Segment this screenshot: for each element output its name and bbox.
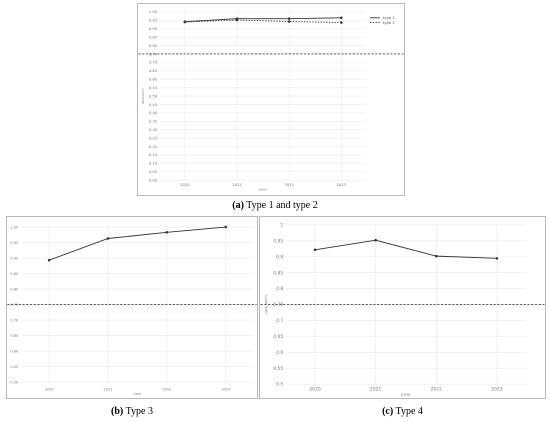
chart-panel-type-4: 0.5 0.55 0.6 0.65 0.7 0.75 0.8 0.85 0.9 0.95 1 2020…: [259, 216, 546, 399]
data-point: [183, 20, 187, 24]
y-tick-label: 1: [280, 223, 283, 229]
y-tick-label: 0.95: [149, 19, 158, 23]
y-tick-label: 0.30: [149, 128, 158, 132]
data-point: [106, 237, 110, 240]
caption-b-letter: (b): [111, 406, 124, 417]
caption-c-letter: (c): [382, 406, 394, 417]
x-tick-label: 2020: [45, 388, 55, 392]
data-point: [224, 225, 228, 229]
y-tick-label: 0.55: [10, 365, 18, 369]
y-tick-label: 0.7: [276, 318, 283, 324]
y-tick-label: 0.55: [149, 86, 158, 90]
x-tick-label: 2021: [103, 388, 112, 392]
caption-c-text: Type 4: [395, 406, 423, 417]
x-tick-label: 2023: [337, 183, 347, 187]
legend-label: type 1: [383, 16, 396, 20]
y-tick-label: 0.85: [149, 35, 158, 39]
y-tick-label: 0.80: [149, 44, 158, 48]
y-tick-label: 0.25: [149, 136, 158, 140]
data-point: [434, 254, 438, 258]
chart-panel-type-1-2: 0.00 0.05 0.10 0.15 0.20 0.25 0.30 0.35 0.40 0.45…: [137, 3, 405, 196]
y-tick-label: 0.50: [149, 94, 158, 98]
y-tick-label: 0.90: [149, 27, 158, 31]
y-tick-label: 1.00: [10, 225, 19, 229]
y-tick-label: 0.60: [10, 349, 19, 353]
series-line: [48, 226, 226, 261]
data-point: [287, 17, 291, 20]
y-tick-label: 0.10: [149, 162, 158, 166]
y-tick-label: 0.90: [10, 256, 19, 260]
caption-a-text: Type 1 and type 2: [246, 200, 318, 211]
data-point: [340, 16, 343, 20]
caption-a-letter: (a): [232, 200, 244, 211]
y-tick-label: 0.45: [149, 103, 158, 107]
y-tick-label: 0.70: [149, 61, 158, 65]
y-tick-label: 0.5: [276, 382, 283, 388]
y-tick-label: 0.85: [273, 270, 283, 276]
caption-c: (c) Type 4: [259, 406, 546, 417]
x-tick-label: 2020: [309, 387, 321, 393]
data-point: [313, 248, 317, 252]
caption-b: (b) Type 3: [6, 406, 258, 417]
y-tick-label: 0.75: [273, 302, 283, 308]
y-tick-label: 0.65: [149, 69, 158, 73]
data-point: [235, 18, 239, 22]
y-tick-label: 0.95: [273, 238, 283, 244]
y-tick-label: 0.05: [149, 170, 158, 174]
caption-a: (a) Type 1 and type 2: [0, 200, 550, 211]
x-tick-label: 2021: [370, 387, 382, 393]
chart-panel-type-3: 0.50 0.55 0.60 0.65 0.70 0.75 0.80 0.85 0.90 0.95…: [6, 216, 258, 399]
chart-type-3: 0.50 0.55 0.60 0.65 0.70 0.75 0.80 0.85 0.90 0.95…: [7, 223, 257, 396]
y-tick-label: 0.6: [276, 350, 283, 356]
series-line: [184, 19, 342, 23]
x-tick-label: 2023: [491, 387, 503, 393]
legend-label: type 2: [383, 21, 396, 25]
data-point: [287, 20, 291, 23]
x-tick-label: 2022: [162, 388, 171, 392]
y-tick-label: 0.60: [149, 78, 158, 82]
y-tick-label: 0.95: [10, 241, 18, 245]
y-tick-label: 0.8: [276, 286, 283, 292]
y-tick-label: 0.75: [149, 52, 158, 56]
chart-type-4: 0.5 0.55 0.6 0.65 0.7 0.75 0.8 0.85 0.9 0.95 1 2020…: [260, 223, 545, 398]
x-tick-label: 2022: [431, 387, 443, 393]
y-tick-label: 0.15: [149, 153, 158, 157]
x-tick-label: 2021: [232, 183, 242, 187]
y-tick-label: 0.50: [10, 380, 19, 384]
data-point: [47, 258, 51, 262]
x-tick-label: 2022: [284, 183, 294, 187]
y-tick-label: 0.00: [149, 178, 158, 182]
y-tick-label: 0.20: [149, 145, 158, 149]
x-axis-label: year: [401, 392, 411, 398]
series-line: [184, 17, 342, 23]
caption-b-text: Type 3: [125, 406, 153, 417]
y-tick-label: 0.55: [273, 366, 283, 372]
y-tick-label: 1.00: [149, 10, 158, 14]
data-point: [165, 231, 169, 234]
chart-type-1-2: 0.00 0.05 0.10 0.15 0.20 0.25 0.30 0.35 0.40 0.45…: [138, 10, 404, 192]
x-axis-label: year: [133, 392, 141, 396]
data-point: [374, 238, 377, 242]
y-axis-label: SIMILARITY: [141, 88, 145, 105]
series-line: [314, 239, 497, 259]
y-tick-label: 0.80: [10, 287, 19, 291]
data-point: [495, 257, 499, 260]
y-tick-label: 0.40: [149, 111, 158, 115]
y-tick-label: 0.65: [10, 334, 18, 338]
y-tick-label: 0.9: [276, 254, 283, 260]
x-tick-label: 2020: [180, 183, 190, 187]
y-tick-label: 0.65: [273, 334, 283, 340]
x-tick-label: 2023: [221, 388, 230, 392]
y-tick-label: 0.70: [10, 318, 19, 322]
y-tick-label: 0.85: [10, 272, 18, 276]
y-tick-label: 0.75: [10, 303, 18, 307]
data-point: [340, 21, 343, 24]
y-tick-label: 0.35: [149, 120, 158, 124]
x-axis-label: year: [259, 188, 268, 192]
